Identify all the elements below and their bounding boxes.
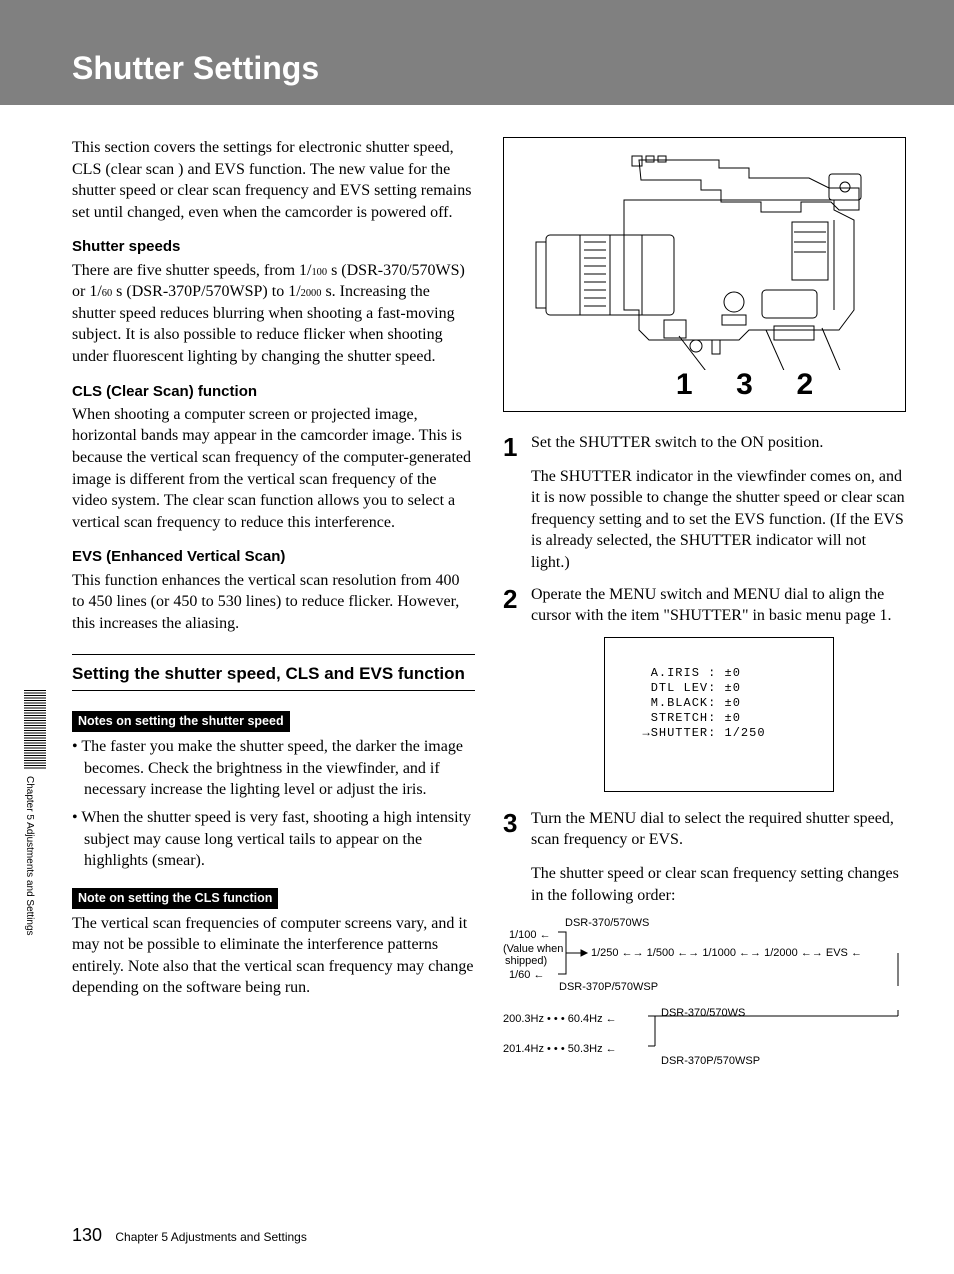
step-body: Turn the MENU dial to select the require… bbox=[531, 808, 906, 906]
flow-hz1: 200.3Hz • • • 60.4Hz ← bbox=[503, 1012, 617, 1027]
cls-text: When shooting a computer screen or proje… bbox=[72, 404, 475, 534]
left-column: This section covers the settings for ele… bbox=[72, 137, 475, 1086]
side-chapter-text: Chapter 5 Adjustments and Settings bbox=[24, 776, 35, 936]
footer: 130 Chapter 5 Adjustments and Settings bbox=[72, 1225, 307, 1246]
section-setting-title: Setting the shutter speed, CLS and EVS f… bbox=[72, 654, 475, 691]
flow-hz-svg bbox=[643, 1010, 903, 1060]
step-number: 2 bbox=[503, 584, 531, 798]
menu-row: M.BLACK: ±0 bbox=[643, 696, 833, 711]
flow-1-100: 1/100 ← bbox=[509, 928, 551, 943]
step-body: Set the SHUTTER switch to the ON positio… bbox=[531, 432, 906, 574]
camera-svg bbox=[534, 150, 874, 370]
diagram-label-3: 3 bbox=[736, 365, 753, 406]
step-body: Operate the MENU switch and MENU dial to… bbox=[531, 584, 906, 798]
page-number: 130 bbox=[72, 1225, 102, 1245]
flow-value-shipped2: shipped) bbox=[505, 954, 547, 969]
step3-line2: The shutter speed or clear scan frequenc… bbox=[531, 863, 906, 906]
right-column: 1 3 2 1 Set the SHUTTER switch to the ON… bbox=[503, 137, 906, 1086]
step3-line1: Turn the MENU dial to select the require… bbox=[531, 808, 906, 851]
step1-line2: The SHUTTER indicator in the viewfinder … bbox=[531, 466, 906, 574]
step2-text: Operate the MENU switch and MENU dial to… bbox=[531, 584, 906, 627]
footer-chapter: Chapter 5 Adjustments and Settings bbox=[115, 1230, 306, 1244]
barcode-icon bbox=[24, 690, 46, 770]
menu-screen: A.IRIS : ±0 DTL LEV: ±0 M.BLACK: ±0 STRE… bbox=[604, 637, 834, 792]
flow-1-60: 1/60 ← bbox=[509, 968, 544, 983]
diagram-label-1: 1 bbox=[676, 365, 693, 406]
side-tab: Chapter 5 Adjustments and Settings bbox=[24, 690, 44, 1030]
step-number: 3 bbox=[503, 808, 531, 906]
menu-row: STRETCH: ±0 bbox=[643, 711, 833, 726]
notes-shutter-list: The faster you make the shutter speed, t… bbox=[72, 736, 475, 872]
heading-evs: EVS (Enhanced Vertical Scan) bbox=[72, 547, 475, 567]
flow-diagram: DSR-370/570WS 1/100 ← (Value when shippe… bbox=[503, 916, 906, 1086]
menu-row: →SHUTTER: 1/250 bbox=[643, 726, 833, 741]
menu-row: A.IRIS : ±0 bbox=[643, 666, 833, 681]
camera-diagram: 1 3 2 bbox=[503, 137, 906, 412]
heading-cls: CLS (Clear Scan) function bbox=[72, 382, 475, 402]
menu-row: DTL LEV: ±0 bbox=[643, 681, 833, 696]
shutter-speeds-text: There are five shutter speeds, from 1/10… bbox=[72, 260, 475, 368]
evs-text: This function enhances the vertical scan… bbox=[72, 570, 475, 635]
note-bullet: When the shutter speed is very fast, sho… bbox=[72, 807, 475, 872]
step-number: 1 bbox=[503, 432, 531, 574]
header-band: Shutter Settings bbox=[0, 0, 954, 105]
step-1: 1 Set the SHUTTER switch to the ON posit… bbox=[503, 432, 906, 574]
diagram-label-2: 2 bbox=[796, 365, 813, 406]
content-area: This section covers the settings for ele… bbox=[0, 105, 954, 1086]
diagram-labels: 1 3 2 bbox=[504, 365, 905, 406]
heading-shutter-speeds: Shutter speeds bbox=[72, 237, 475, 257]
flow-hz2: 201.4Hz • • • 50.3Hz ← bbox=[503, 1042, 617, 1057]
note-pill-shutter: Notes on setting the shutter speed bbox=[72, 711, 290, 732]
step1-line1: Set the SHUTTER switch to the ON positio… bbox=[531, 432, 906, 454]
intro-text: This section covers the settings for ele… bbox=[72, 137, 475, 223]
step-2: 2 Operate the MENU switch and MENU dial … bbox=[503, 584, 906, 798]
note-pill-cls: Note on setting the CLS function bbox=[72, 888, 278, 909]
note-bullet: The faster you make the shutter speed, t… bbox=[72, 736, 475, 801]
page-title: Shutter Settings bbox=[72, 50, 954, 87]
flow-chain: 1/250 ←→ 1/500 ←→ 1/1000 ←→ 1/2000 ←→ EV… bbox=[591, 946, 862, 961]
note-cls-text: The vertical scan frequencies of compute… bbox=[72, 913, 475, 999]
flow-hz2-model: DSR-370P/570WSP bbox=[661, 1054, 760, 1069]
step-3: 3 Turn the MENU dial to select the requi… bbox=[503, 808, 906, 906]
